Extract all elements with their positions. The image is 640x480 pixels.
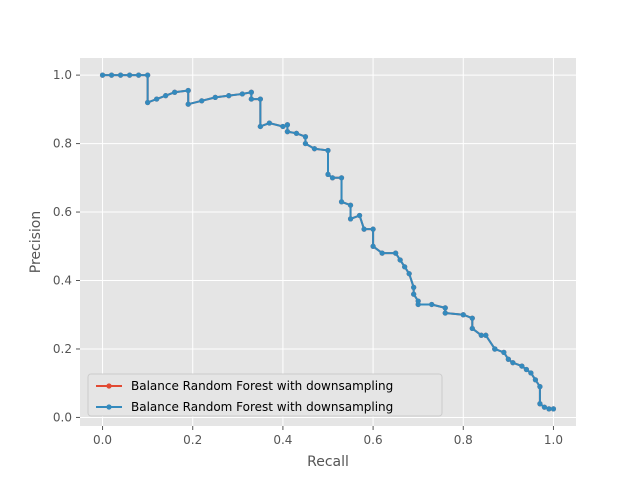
x-axis-label: Recall — [307, 454, 349, 470]
data-point — [469, 325, 475, 332]
series-layer — [99, 72, 557, 412]
data-point — [325, 147, 331, 154]
data-point — [519, 363, 525, 369]
data-point — [172, 89, 178, 95]
data-point — [370, 243, 376, 249]
data-point — [338, 199, 345, 205]
data-point — [347, 202, 354, 208]
data-point — [248, 96, 254, 102]
grid — [80, 58, 576, 426]
data-point — [442, 305, 448, 311]
data-point — [370, 226, 376, 232]
data-point — [136, 72, 142, 78]
series-2 — [99, 72, 557, 412]
data-point — [483, 332, 489, 338]
data-point — [117, 72, 124, 78]
y-tick-label: 0.8 — [53, 137, 72, 151]
data-point — [257, 123, 263, 130]
data-point — [402, 264, 408, 270]
y-axis-label: Precision — [28, 211, 44, 273]
y-tick-label: 0.2 — [53, 342, 72, 356]
data-point — [257, 96, 263, 102]
x-tick-label: 0.2 — [183, 433, 202, 447]
data-point — [311, 146, 318, 152]
data-point — [284, 129, 291, 135]
x-tick-label: 0.6 — [364, 433, 383, 447]
data-point — [411, 291, 417, 297]
data-point — [393, 250, 399, 256]
data-point — [550, 406, 557, 412]
legend-marker — [106, 383, 112, 389]
data-point — [280, 123, 286, 130]
data-point — [302, 134, 309, 140]
data-point — [163, 93, 169, 99]
data-point — [478, 332, 484, 338]
data-point — [415, 301, 421, 308]
data-point — [442, 310, 448, 316]
data-point — [411, 284, 417, 290]
legend-label: Balance Random Forest with downsampling — [131, 379, 393, 393]
data-point — [460, 312, 466, 318]
data-point — [361, 226, 367, 232]
data-point — [546, 406, 552, 412]
data-point — [537, 401, 543, 407]
data-point — [302, 140, 309, 147]
data-point — [528, 370, 534, 376]
data-point — [541, 404, 548, 410]
data-point — [379, 250, 385, 256]
x-tick-label: 0.8 — [454, 433, 473, 447]
plot-background — [80, 58, 576, 426]
data-point — [492, 346, 498, 352]
data-point — [325, 171, 331, 177]
data-point — [108, 72, 115, 78]
data-point — [145, 72, 151, 78]
x-tick-label: 0.4 — [273, 433, 292, 447]
data-point — [284, 122, 291, 128]
data-point — [537, 384, 543, 390]
data-point — [266, 120, 272, 126]
data-point — [469, 315, 475, 321]
data-point — [505, 356, 511, 362]
y-tick-label: 0.6 — [53, 205, 72, 219]
data-point — [185, 101, 191, 107]
data-point — [199, 98, 205, 104]
data-point — [397, 257, 403, 263]
y-tick-label: 1.0 — [53, 68, 72, 82]
data-point — [347, 216, 354, 222]
data-point — [532, 377, 539, 383]
data-point — [145, 99, 151, 106]
data-point — [501, 349, 507, 355]
data-point — [523, 366, 530, 373]
data-point — [99, 72, 106, 78]
data-point — [212, 94, 218, 100]
legend: Balance Random Forest with downsampling B… — [87, 373, 443, 417]
legend-marker — [106, 404, 112, 410]
legend-label: Balance Random Forest with downsampling — [131, 400, 393, 414]
y-tick-label: 0.4 — [53, 274, 72, 288]
data-point — [338, 175, 345, 181]
data-point — [154, 96, 160, 102]
data-point — [185, 87, 191, 94]
data-point — [510, 360, 516, 366]
x-tick-label: 0.0 — [93, 433, 112, 447]
y-tick-label: 0.0 — [53, 410, 72, 424]
data-point — [356, 212, 363, 219]
data-point — [127, 72, 133, 78]
legend-entry: Balance Random Forest with downsampling — [96, 400, 393, 414]
x-tick-label: 1.0 — [544, 433, 563, 447]
ticks: 0.0 0.2 0.4 0.6 0.8 1.0 0.0 0.2 0.4 0.6 0.8 1.0 — [53, 68, 563, 447]
data-point — [239, 91, 245, 97]
data-point — [429, 301, 435, 308]
legend-box — [87, 373, 443, 417]
data-point — [248, 89, 254, 95]
data-point — [226, 93, 232, 99]
data-point — [329, 175, 336, 181]
legend-entry: Balance Random Forest with downsampling — [96, 379, 393, 393]
data-point — [406, 271, 412, 277]
data-point — [293, 130, 300, 136]
